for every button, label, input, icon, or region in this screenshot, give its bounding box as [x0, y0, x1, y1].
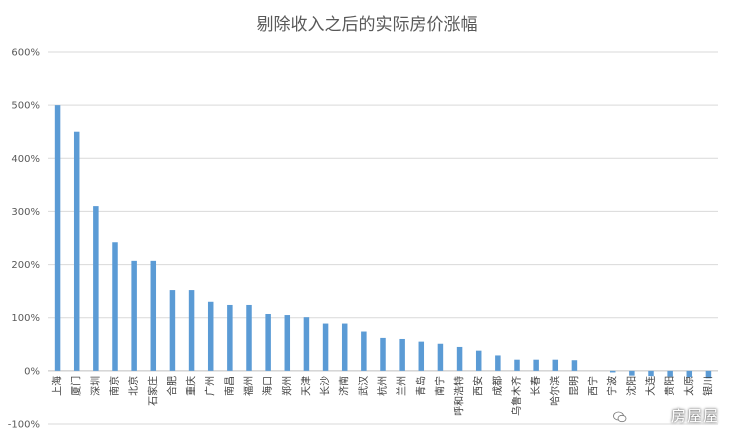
y-tick-label: 300% [11, 207, 40, 218]
bar [227, 304, 233, 371]
chart-title: 剔除收入之后的实际房价涨幅 [257, 15, 478, 35]
bar [629, 370, 635, 376]
y-tick-label: 100% [11, 313, 40, 324]
y-tick-label: -100% [8, 420, 40, 431]
bar [705, 370, 712, 379]
x-tick-label: 南昌 [223, 376, 236, 396]
bar [246, 304, 252, 371]
y-axis: -100% 0% 100% 200% 300% 400% 500% 600% [8, 48, 40, 431]
bar [322, 323, 329, 371]
bar [456, 346, 463, 371]
x-tick-label: 西安 [472, 376, 485, 396]
bar [495, 355, 501, 371]
x-tick-label: 郑州 [280, 376, 293, 396]
bar [552, 359, 559, 371]
x-tick-label: 上海 [51, 376, 64, 396]
bar [169, 290, 176, 371]
x-tick-label: 成都 [492, 376, 504, 396]
gridlines [48, 51, 718, 425]
x-tick-label: 厦门 [70, 376, 83, 396]
x-tick-label: 兰州 [395, 376, 408, 396]
x-tick-label: 贵阳 [663, 376, 676, 396]
x-tick-label: 武汉 [357, 376, 370, 396]
x-tick-label: 沈阳 [625, 376, 638, 396]
bar [284, 315, 291, 371]
y-tick-label: 600% [11, 48, 40, 59]
bar [54, 105, 61, 371]
x-tick-label: 南京 [108, 376, 121, 396]
x-tick-label: 宁波 [606, 376, 619, 396]
wechat-logo-icon [613, 411, 627, 423]
x-tick-label: 呼和浩特 [454, 376, 466, 416]
bars [54, 105, 712, 379]
bar [93, 206, 99, 371]
bar [418, 341, 425, 371]
y-tick-label: 0% [24, 366, 40, 377]
x-tick-label: 杭州 [376, 376, 389, 396]
bar [380, 337, 386, 371]
x-tick-label: 太原 [682, 376, 695, 396]
bar [131, 260, 137, 371]
x-tick-label: 长沙 [320, 376, 332, 396]
bar [686, 370, 693, 378]
x-tick-label: 长春 [530, 376, 542, 396]
x-tick-label: 合肥 [165, 376, 178, 396]
watermark-text: 房屋屋 [670, 407, 719, 425]
x-tick-label: 福州 [242, 376, 255, 396]
bar [475, 350, 482, 371]
x-tick-label: 深圳 [90, 376, 102, 396]
bar [73, 131, 80, 371]
bar [514, 359, 520, 371]
bar [188, 290, 195, 371]
x-tick-label: 北京 [127, 376, 140, 396]
bar [571, 360, 578, 371]
bar [667, 370, 673, 377]
x-tick-label: 天津 [300, 376, 312, 396]
x-tick-label: 西宁 [587, 376, 600, 396]
bar [150, 260, 157, 371]
x-tick-label: 青岛 [414, 376, 427, 396]
bar [609, 370, 616, 373]
x-tick-label: 海口 [261, 376, 274, 396]
bar [361, 331, 367, 371]
x-tick-label: 重庆 [185, 376, 198, 396]
x-tick-label: 昆明 [568, 376, 580, 396]
y-tick-label: 400% [11, 154, 40, 165]
x-tick-label: 银川 [701, 376, 714, 396]
y-tick-label: 200% [11, 260, 40, 271]
bar [399, 338, 405, 371]
bar [207, 301, 214, 371]
bar [265, 313, 271, 371]
x-tick-label: 石家庄 [146, 376, 159, 406]
x-tick-label: 济南 [338, 376, 351, 396]
bar [341, 323, 348, 371]
x-tick-label: 乌鲁木齐 [510, 376, 523, 416]
x-tick-label: 哈尔滨 [548, 376, 561, 406]
x-tick-label: 广州 [205, 376, 217, 396]
bar [437, 343, 444, 371]
bar [303, 317, 310, 371]
bar [648, 370, 654, 377]
y-tick-label: 500% [11, 101, 40, 112]
x-tick-label: 大连 [644, 376, 657, 396]
bar [533, 359, 539, 371]
x-axis-labels: 上海 厦门 深圳 南京 北京 石家庄 合肥 重庆 广州 南昌 福州 海口 郑州 天津 长沙 济南 武汉 杭州 兰州青… [51, 376, 715, 416]
bar [112, 242, 118, 371]
x-tick-label: 南宁 [433, 376, 446, 396]
